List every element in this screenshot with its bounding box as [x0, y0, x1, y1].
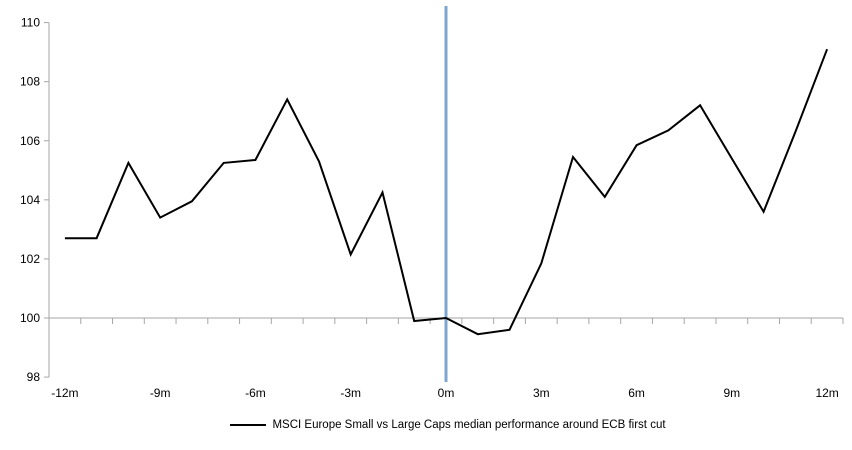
y-tick-label: 98 [27, 370, 41, 384]
y-tick-label: 110 [21, 16, 40, 30]
x-tick-label: -12m [51, 386, 78, 400]
y-tick-label: 106 [20, 134, 40, 148]
x-tick-label: -3m [340, 386, 361, 400]
y-tick-label: 108 [20, 75, 40, 89]
x-tick-label: -6m [245, 386, 266, 400]
x-tick-label: 9m [724, 386, 741, 400]
y-tick-label: 102 [20, 252, 40, 266]
x-tick-label: 3m [533, 386, 550, 400]
legend-label: MSCI Europe Small vs Large Caps median p… [272, 419, 666, 431]
y-tick-label: 100 [20, 311, 40, 325]
x-tick-label: -9m [150, 386, 171, 400]
x-tick-label: 12m [815, 386, 838, 400]
y-tick-label: 104 [20, 193, 40, 207]
legend-line-swatch [230, 424, 267, 426]
x-tick-label: 6m [628, 386, 645, 400]
x-tick-label: 0m [438, 386, 455, 400]
series-line [64, 48, 829, 336]
legend: MSCI Europe Small vs Large Caps median p… [0, 417, 852, 433]
